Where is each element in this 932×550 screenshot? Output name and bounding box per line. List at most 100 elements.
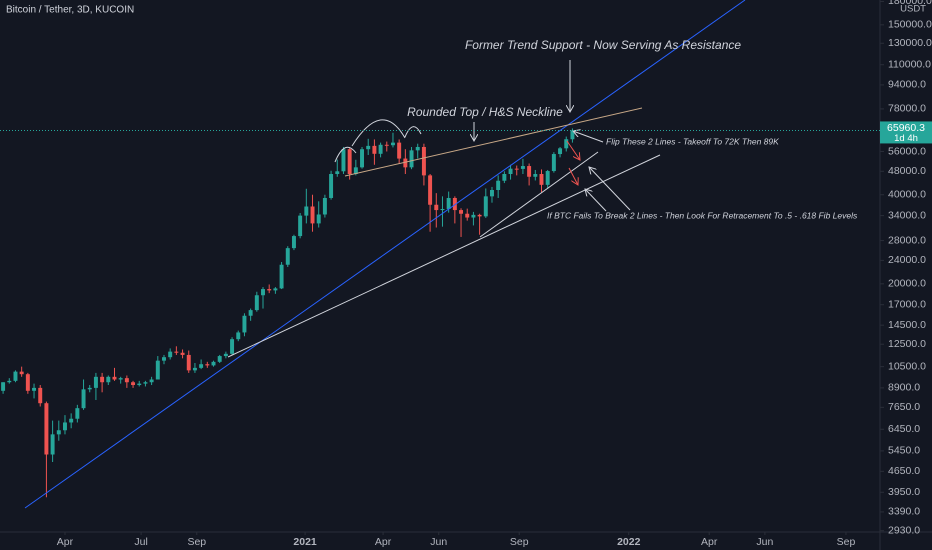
candle-body: [93, 376, 98, 388]
candle-body: [483, 196, 488, 217]
candle-body: [254, 295, 259, 311]
y-tick-label: 180000.0: [888, 0, 932, 7]
candle-body: [32, 387, 37, 391]
candle-body: [168, 351, 173, 358]
drawings: [24, 0, 746, 509]
candle-body: [261, 289, 265, 296]
y-tick-label: 28000.0: [888, 234, 926, 246]
candle-body: [378, 144, 383, 154]
candle-body: [69, 418, 74, 423]
candle-body: [112, 376, 117, 380]
candle-body: [471, 214, 476, 218]
annotation: If BTC Fails To Break 2 Lines - Then Loo…: [547, 210, 858, 220]
candle-body: [230, 339, 235, 354]
candle-body: [62, 422, 67, 431]
candle-body: [87, 387, 92, 390]
last-price-label: 65960.3: [887, 122, 925, 134]
arrow: [589, 167, 631, 211]
candle-body: [199, 364, 204, 368]
x-tick-label: Apr: [701, 536, 718, 548]
y-tick-label: 78000.0: [888, 103, 926, 115]
candle-body: [310, 206, 315, 224]
candle-body: [539, 174, 544, 185]
candle-body: [304, 206, 309, 216]
candle-body: [459, 210, 464, 214]
x-tick-label: Sep: [187, 536, 206, 548]
x-tick-label: Jul: [134, 536, 147, 548]
blue-trendline: [24, 0, 746, 509]
candle-body: [38, 387, 43, 404]
neckline: [344, 107, 643, 177]
candle-body: [44, 403, 49, 455]
candle-body: [205, 364, 210, 366]
y-tick-label: 110000.0: [888, 58, 931, 70]
x-tick-label: 2022: [617, 536, 641, 548]
y-tick-label: 10500.0: [888, 360, 926, 372]
candle-body: [533, 174, 538, 177]
candle-body: [421, 146, 426, 176]
y-tick-label: 17000.0: [888, 298, 926, 310]
candle-body: [335, 171, 340, 175]
candle-body: [236, 332, 241, 340]
countdown-label: 1d 4h: [894, 133, 918, 144]
candle-body: [341, 149, 346, 172]
candle-body: [508, 168, 513, 175]
y-tick-label: 56000.0: [888, 145, 926, 157]
y-tick-label: 20000.0: [888, 278, 926, 290]
currency-label: USDT: [900, 4, 926, 15]
x-tick-label: Sep: [837, 536, 856, 548]
candle-body: [316, 214, 321, 224]
candle-body: [242, 315, 247, 333]
candle-body: [291, 236, 296, 249]
candle-body: [415, 146, 420, 151]
candle-body: [545, 171, 550, 185]
y-tick-label: 24000.0: [888, 254, 926, 266]
candle-body: [149, 379, 154, 383]
rounded-top-arcs: [334, 119, 422, 163]
candle-body: [180, 352, 185, 355]
arrow: [573, 131, 604, 143]
candle-body: [50, 434, 55, 455]
y-tick-label: 130000.0: [888, 37, 932, 49]
red-arrow: [568, 167, 578, 185]
candle-body: [217, 356, 222, 362]
candle-body: [490, 189, 494, 197]
y-tick-label: 14500.0: [888, 319, 926, 331]
candle-body: [384, 144, 389, 146]
y-tick-label: 3390.0: [888, 506, 920, 518]
candle-body: [564, 139, 569, 149]
x-tick-label: 2021: [293, 536, 317, 548]
candle-body: [81, 389, 86, 409]
candle-body: [279, 264, 284, 289]
candle-body: [502, 174, 507, 181]
candle-body: [440, 208, 445, 211]
candle-body: [298, 215, 303, 237]
candle-body: [551, 154, 556, 172]
candle-body: [155, 360, 160, 380]
candle-body: [100, 376, 105, 383]
y-tick-label: 2930.0: [888, 524, 920, 536]
candle-body: [329, 174, 334, 198]
candle-body: [390, 142, 395, 146]
x-tick-label: Sep: [510, 536, 529, 548]
annotation: Former Trend Support - Now Serving As Re…: [465, 38, 741, 52]
candle-body: [397, 142, 402, 159]
y-tick-label: 34000.0: [888, 209, 926, 221]
candle-body: [353, 167, 358, 175]
y-tick-label: 94000.0: [888, 79, 926, 91]
red-arrow: [566, 140, 580, 160]
x-tick-label: Jun: [756, 536, 773, 548]
candle-body: [452, 197, 457, 211]
candle-body: [1, 382, 6, 391]
y-tick-label: 7650.0: [888, 401, 920, 413]
annotation: Flip These 2 Lines - Takeoff To 72K Then…: [606, 136, 779, 146]
x-tick-label: Apr: [375, 536, 392, 548]
y-tick-label: 12500.0: [888, 338, 926, 350]
candle-body: [409, 150, 414, 168]
candle-body: [131, 382, 136, 386]
chart-title: Bitcoin / Tether, 3D, KUCOIN: [6, 5, 134, 16]
candle-body: [25, 374, 30, 391]
y-tick-label: 5450.0: [888, 445, 920, 457]
candle-body: [192, 367, 197, 371]
